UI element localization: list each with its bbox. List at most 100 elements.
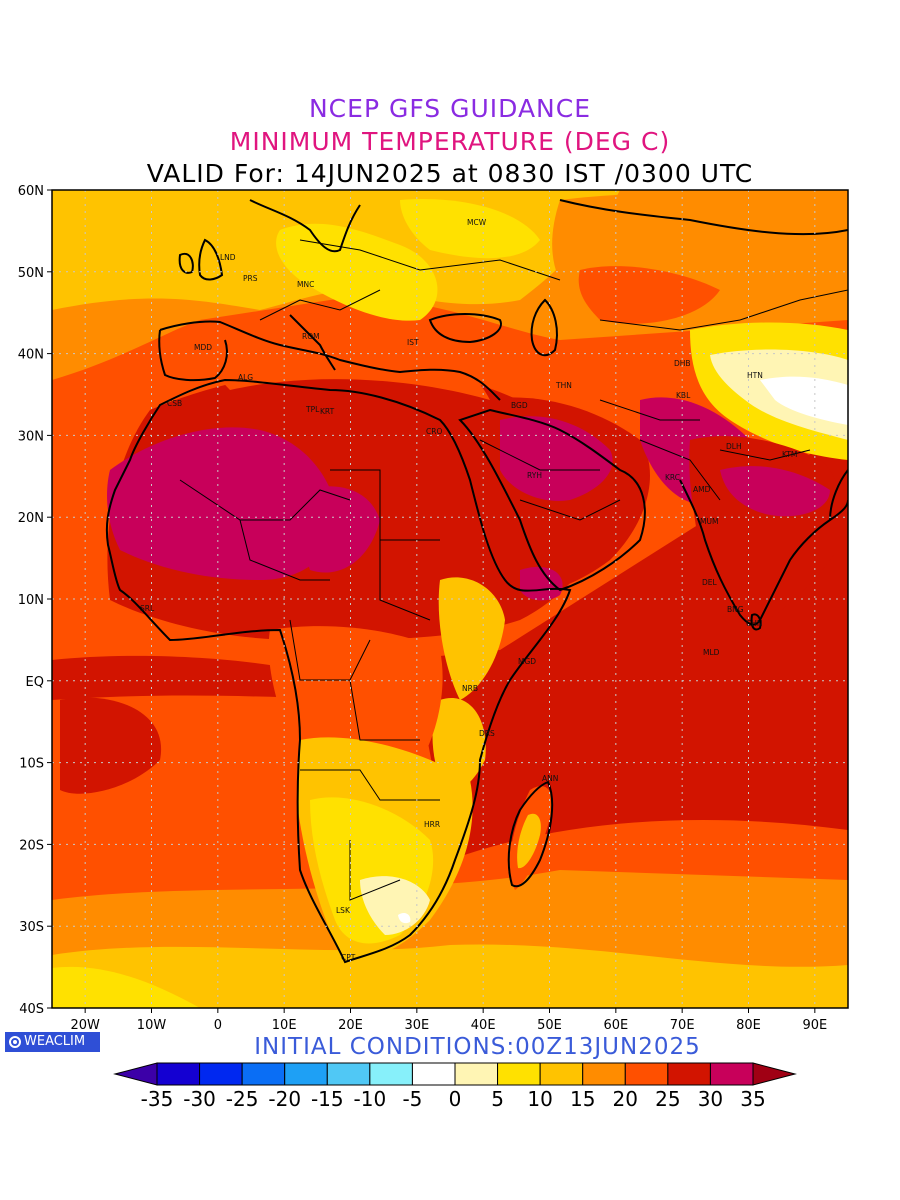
lat-label: 10N	[18, 593, 44, 608]
weaclim-logo: WEACLIM	[5, 1032, 100, 1052]
temperature-field	[52, 190, 848, 1008]
city-label-krc: KRC	[665, 473, 680, 482]
field-south-10	[52, 966, 200, 1008]
colorbar-box	[199, 1062, 243, 1086]
city-label-dhb: DHB	[674, 359, 691, 368]
lat-label: 30S	[19, 920, 44, 935]
coast-srilanka	[750, 613, 762, 631]
city-label-thn: THN	[555, 381, 572, 390]
coast-blacksea	[428, 313, 502, 344]
colorbar-tick-label: -35	[141, 1087, 174, 1111]
field-med-25	[200, 317, 490, 400]
city-label-htn: HTN	[747, 371, 763, 380]
lon-label: 10W	[137, 1018, 167, 1033]
colorbar-tick-label: 15	[570, 1087, 595, 1111]
city-label-lnd: LND	[220, 253, 236, 262]
colorbar-tick-label: 0	[449, 1087, 462, 1111]
colorbar-box	[582, 1062, 626, 1086]
field-safrica-5	[360, 876, 430, 935]
field-sahara-35	[107, 427, 341, 580]
city-label-cpt: CPT	[341, 953, 356, 962]
lat-label: 40N	[18, 348, 44, 363]
chart-title-variable: MINIMUM TEMPERATURE (DEG C)	[229, 127, 671, 156]
lat-label: 50N	[18, 266, 44, 281]
lon-label: 40E	[471, 1018, 496, 1033]
lat-label: 30N	[18, 429, 44, 444]
colorbar-tick-label: 25	[655, 1087, 680, 1111]
city-label-cro: CRO	[426, 427, 442, 436]
field-south-15	[52, 944, 848, 1008]
city-label-dlh: DLH	[726, 442, 742, 451]
colorbar-box	[284, 1062, 328, 1086]
lon-label: 70E	[670, 1018, 695, 1033]
city-label-prs: PRS	[243, 274, 258, 283]
lat-label: 20S	[19, 838, 44, 853]
field-yemen-35	[520, 566, 563, 601]
city-label-csb: CSB	[167, 399, 182, 408]
city-label-mld: MLD	[703, 648, 720, 657]
colorbar-max-arrow	[752, 1062, 797, 1086]
coast-britain	[198, 238, 224, 281]
colorbar-box	[497, 1062, 541, 1086]
colorbar-min-arrow	[113, 1062, 158, 1086]
city-label-hrr: HRR	[424, 820, 440, 829]
city-label-drs: DRS	[479, 729, 495, 738]
field-madagascar-15	[517, 813, 541, 869]
colorbar-box	[241, 1062, 286, 1086]
city-label-bng: BNG	[727, 605, 744, 614]
colorbar-tick-label: -15	[311, 1087, 344, 1111]
city-label-ryh: RYH	[527, 471, 542, 480]
city-label-alg: ALG	[238, 373, 253, 382]
colorbar: -35 -30 -25 -20 -15 -10 -5 0 5 10 15 20 25 30 35	[113, 1062, 797, 1111]
city-label-mcw: MCW	[467, 218, 487, 227]
coast-iberia	[158, 329, 228, 382]
lat-label: 40S	[19, 1002, 44, 1017]
city-label-krt: KRT	[320, 407, 335, 416]
colorbar-box	[369, 1062, 413, 1086]
coast-asia-north	[559, 199, 848, 236]
colorbar-tick-label: 35	[740, 1087, 765, 1111]
city-label-chn: CHN	[746, 619, 763, 628]
city-label-ktm: KTM	[782, 450, 797, 459]
city-label-kbl: KBL	[676, 391, 691, 400]
lat-label: 60N	[18, 184, 44, 199]
coast-italy	[289, 314, 336, 371]
city-labels: MCW LND PRS MNC ROM MDD ALG IST CSB TPL KRT CRO BGD T…	[140, 218, 797, 962]
field-russia-10	[400, 199, 540, 259]
colorbar-box	[411, 1062, 456, 1086]
city-label-rom: ROM	[302, 332, 320, 341]
city-label-tpl: TPL	[305, 405, 320, 414]
coast-africa	[105, 378, 572, 964]
city-label-amd: AMD	[693, 485, 711, 494]
colorbar-tick-label: -30	[183, 1087, 216, 1111]
field-safrica-0	[398, 912, 411, 924]
colorbar-box	[667, 1062, 711, 1086]
city-label-bgd: BGD	[511, 401, 528, 410]
field-arabia-35	[500, 416, 613, 501]
city-label-mdd: MDD	[194, 343, 212, 352]
colorbar-box	[624, 1062, 669, 1086]
city-label-lsk: LSK	[336, 906, 351, 915]
colorbar-tick-label: 30	[698, 1087, 723, 1111]
coast-madagascar	[507, 780, 554, 888]
lon-label: 80E	[736, 1018, 761, 1033]
colorbar-box	[709, 1062, 754, 1086]
city-label-ann: ANN	[542, 774, 558, 783]
coastlines	[105, 199, 848, 964]
colorbar-box	[156, 1062, 201, 1086]
field-sahara2-35	[298, 486, 380, 573]
field-ethiopia-15	[438, 577, 505, 700]
lon-label: 20W	[70, 1018, 100, 1033]
colorbar-box	[539, 1062, 584, 1086]
logo-ring-icon	[9, 1036, 21, 1048]
lon-label: 10E	[272, 1018, 297, 1033]
latitude-labels: 60N 50N 40N 30N 20N 10N EQ 10S 20S 30S 40S	[18, 184, 52, 1017]
colorbar-tick-label: -10	[354, 1087, 387, 1111]
lon-label: 60E	[603, 1018, 628, 1033]
coast-europe	[159, 320, 501, 401]
longitude-labels: 20W 10W 0 10E 20E 30E 40E 50E 60E 70E 80E 90E	[70, 1008, 827, 1033]
city-label-mnc: MNC	[297, 280, 314, 289]
lon-label: 20E	[338, 1018, 363, 1033]
field-tibet-0	[760, 376, 848, 425]
